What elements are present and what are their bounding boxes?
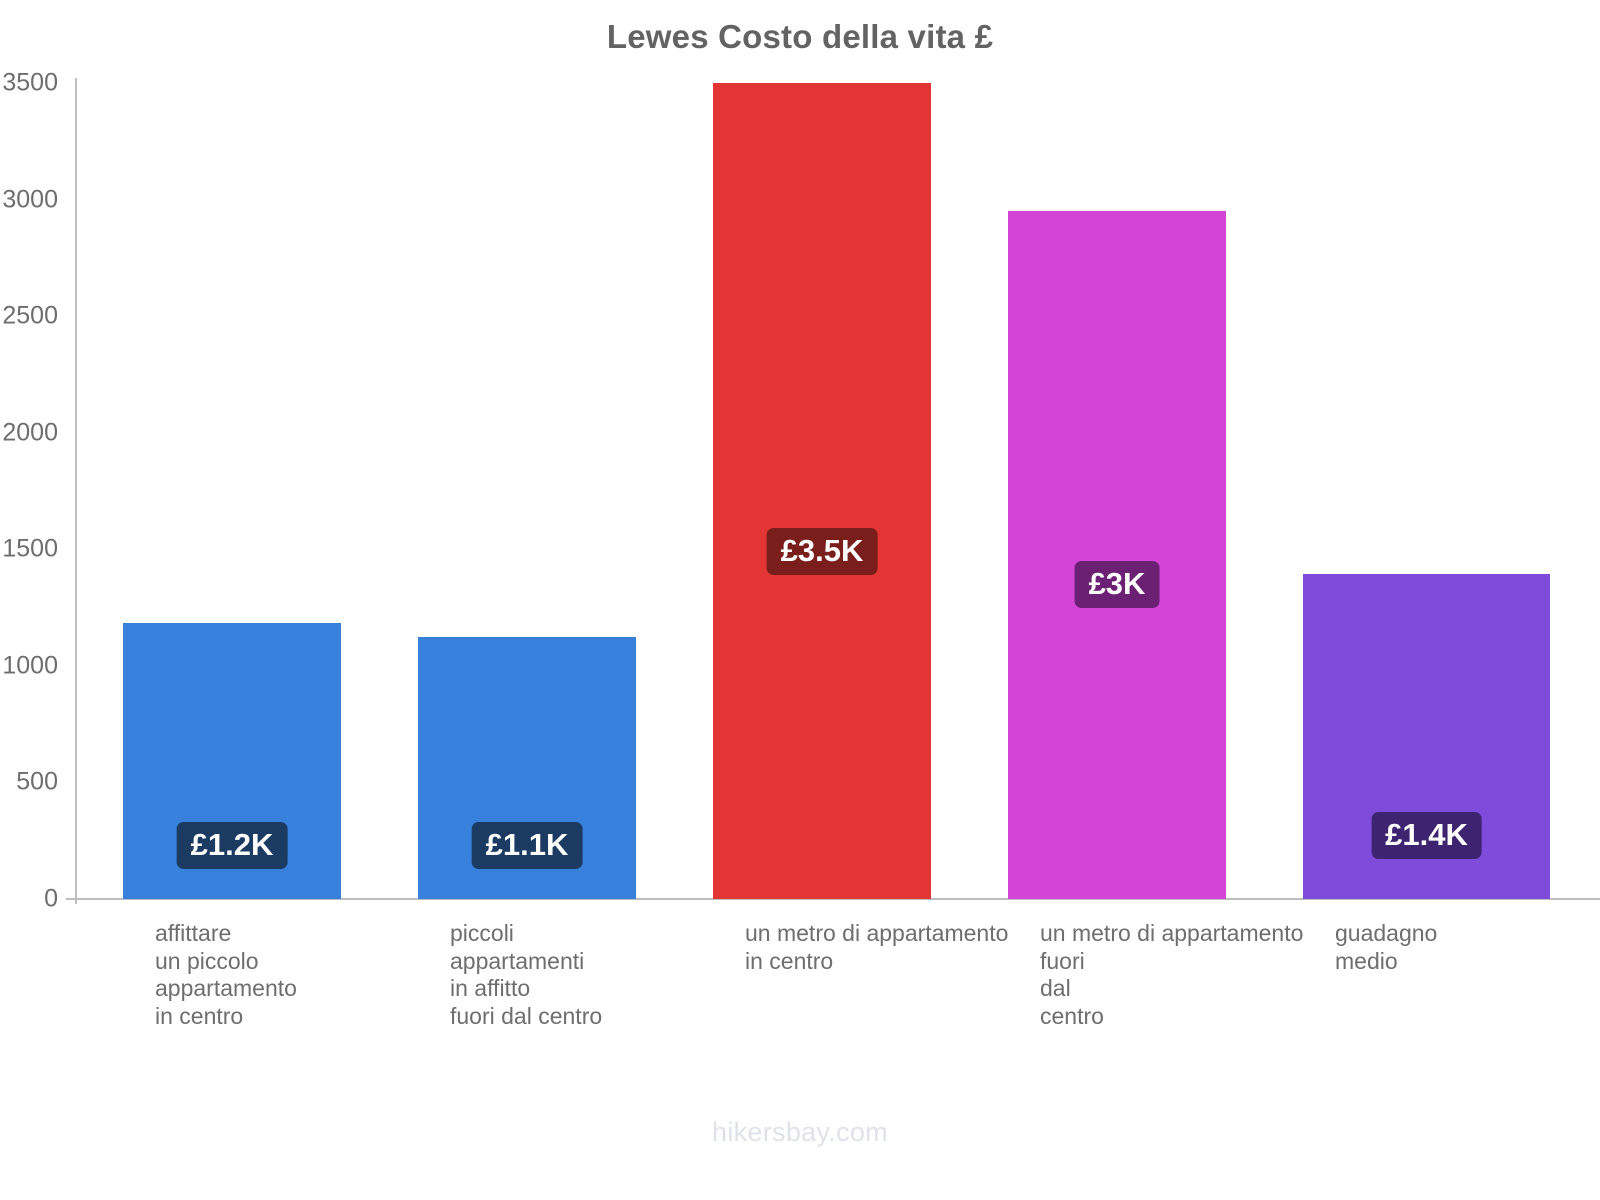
bar[interactable]: £3.5K <box>713 83 931 899</box>
bar-value-label: £1.1K <box>471 821 583 869</box>
x-axis-line <box>66 898 1600 900</box>
plot-area: £1.2K £1.1K £3.5K £3K £1.4K <box>75 83 1600 899</box>
bar-value-label: £1.2K <box>176 821 288 869</box>
x-axis-category-label: affittare un piccolo appartamento in cen… <box>155 920 297 1029</box>
y-axis-tick-label: 3000 <box>2 185 58 214</box>
y-axis-tick-label: 3500 <box>2 68 58 97</box>
bar[interactable]: £1.2K <box>123 622 341 899</box>
x-axis-category-label: guadagno medio <box>1335 920 1438 974</box>
x-axis-category-label: un metro di appartamento fuori dal centr… <box>1040 920 1304 1029</box>
bar[interactable]: £1.1K <box>418 636 636 899</box>
chart-title: Lewes Costo della vita £ <box>606 18 994 55</box>
bar-value-label: £3.5K <box>766 527 878 575</box>
bar-value-label: £3K <box>1074 560 1160 608</box>
watermark: hikersbay.com <box>712 1117 888 1147</box>
bar[interactable]: £1.4K <box>1303 573 1550 899</box>
y-axis-tick-label: 500 <box>16 767 58 796</box>
y-axis-tick-label: 2500 <box>2 301 58 330</box>
x-axis-category-label: un metro di appartamento in centro <box>745 920 1009 974</box>
y-axis-tick-label: 0 <box>44 884 58 913</box>
bar-value-label: £1.4K <box>1371 812 1482 860</box>
x-axis-category-label: piccoli appartamenti in affitto fuori da… <box>450 920 603 1029</box>
bar[interactable]: £3K <box>1008 211 1226 899</box>
y-axis-tick-label: 1000 <box>2 651 58 680</box>
y-axis-tick-label: 1500 <box>2 534 58 563</box>
y-axis-tick-label: 2000 <box>2 418 58 447</box>
y-axis-line <box>75 78 77 904</box>
